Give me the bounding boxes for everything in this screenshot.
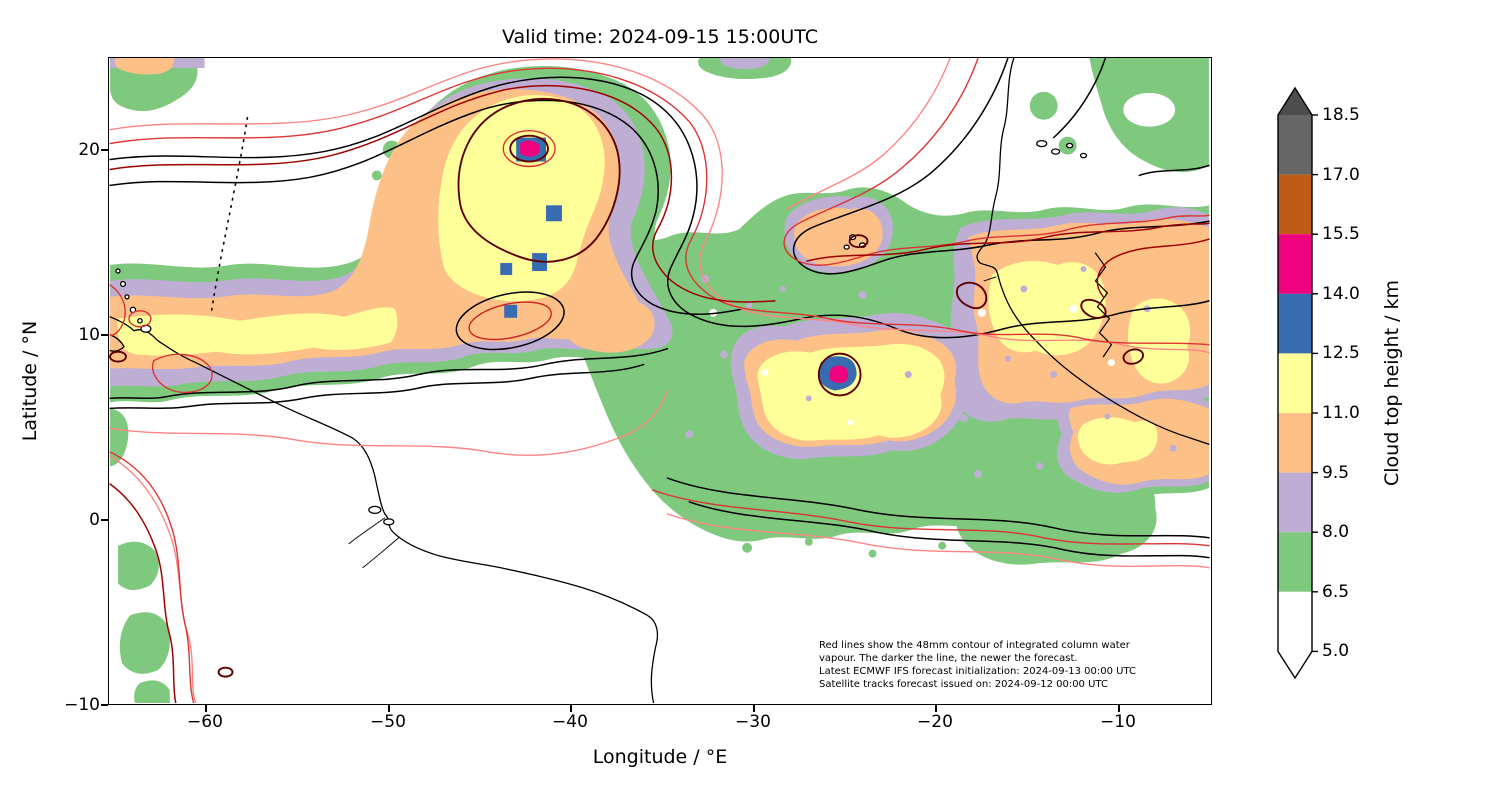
colorbar-tick-label: 14.0 [1322, 284, 1360, 304]
cloud-fill-yellow-layer [117, 95, 1191, 465]
y-axis-label: Latitude / °N [19, 320, 41, 442]
y-tick-mark [101, 704, 108, 706]
colorbar-tick-label: 17.0 [1322, 165, 1360, 185]
colorbar-segment [1278, 174, 1312, 235]
colorbar-tick-label: 18.5 [1322, 105, 1360, 125]
plot-title: Valid time: 2024-09-15 15:00UTC [501, 26, 819, 48]
colorbar-tick-label: 5.0 [1322, 641, 1350, 661]
colorbar-segment [1278, 532, 1312, 592]
x-tick-mark [1118, 705, 1120, 712]
plot-area: Red lines show the 48mm contour of integ… [108, 57, 1212, 705]
x-tick-label: −50 [370, 712, 406, 732]
x-tick-label: −30 [735, 712, 771, 732]
x-tick-label: −60 [187, 712, 223, 732]
x-tick-label: −40 [552, 712, 588, 732]
x-tick-mark [935, 705, 937, 712]
colorbar-segment [1278, 234, 1312, 294]
colorbar-segment [1278, 115, 1312, 175]
red-contour-medium-layer [109, 58, 1210, 703]
colorbar-tick-label: 8.0 [1322, 522, 1350, 542]
colorbar-segment [1278, 293, 1312, 354]
colorbar-tick-label: 11.0 [1322, 403, 1360, 423]
satellite-track-dotted-line [210, 116, 249, 312]
speckle-dots [685, 266, 1177, 479]
map-canvas [109, 58, 1210, 703]
colorbar-axis-label: Cloud top height / km [1381, 279, 1403, 487]
y-tick-label: 20 [78, 140, 100, 160]
y-tick-label: −10 [64, 695, 100, 715]
x-tick-label: −10 [1100, 712, 1136, 732]
annotation-line: vapour. The darker the line, the newer t… [819, 653, 1078, 664]
annotation-line: Red lines show the 48mm contour of integ… [819, 640, 1130, 651]
red-contour-darkest-layer [109, 97, 1145, 678]
colorbar-segment [1278, 413, 1312, 473]
annotation-line: Latest ECMWF IFS forecast initialization… [819, 666, 1136, 677]
colorbar-segment [1278, 353, 1312, 413]
x-tick-mark [388, 705, 390, 712]
colorbar-under-arrow [1278, 651, 1312, 678]
x-tick-label: −20 [917, 712, 953, 732]
black-contour-layer [109, 58, 1210, 559]
colorbar-ticks [1312, 114, 1318, 653]
colorbar-tick-label: 6.5 [1322, 582, 1350, 602]
colorbar-segment [1278, 472, 1312, 533]
colorbar-segment [1278, 591, 1312, 652]
x-tick-mark [570, 705, 572, 712]
colorbar [1277, 86, 1318, 680]
red-contour-dark-layer [109, 84, 1210, 703]
cloud-fill-magenta-layer [520, 140, 849, 383]
forecast-annotation: Red lines show the 48mm contour of integ… [819, 639, 1199, 691]
coastline-layer [109, 58, 1210, 703]
y-tick-mark [101, 519, 108, 521]
y-tick-mark [101, 149, 108, 151]
annotation-line: Satellite tracks forecast issued on: 202… [819, 679, 1108, 690]
x-axis-label: Longitude / °E [592, 746, 728, 768]
y-tick-label: 0 [89, 510, 100, 530]
colorbar-over-arrow [1278, 88, 1312, 115]
x-tick-mark [753, 705, 755, 712]
colorbar-tick-label: 15.5 [1322, 224, 1360, 244]
colorbar-tick-label: 12.5 [1322, 343, 1360, 363]
red-contour-light-layer [109, 58, 1210, 703]
y-tick-label: 10 [78, 325, 100, 345]
y-tick-mark [101, 334, 108, 336]
x-tick-mark [205, 705, 207, 712]
colorbar-tick-label: 9.5 [1322, 463, 1350, 483]
